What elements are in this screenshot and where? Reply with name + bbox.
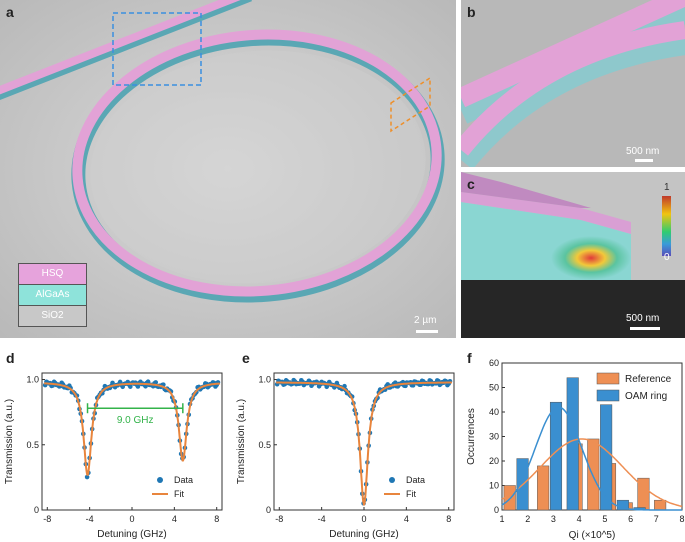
y-tick-label: 20 — [489, 456, 499, 466]
x-tick-label: -8 — [43, 514, 51, 524]
y-axis-label: Transmission (a.u.) — [4, 399, 15, 484]
legend-label: Reference — [625, 374, 672, 385]
histogram-bar — [537, 465, 550, 511]
legend-data-marker — [389, 477, 395, 483]
y-tick-label: 30 — [489, 432, 499, 442]
x-tick-label: 0 — [129, 514, 134, 524]
x-tick-label: 4 — [577, 514, 582, 524]
legend-data-label: Data — [174, 475, 193, 485]
panel-d-letter: d — [6, 350, 15, 366]
x-tick-label: 0 — [361, 514, 366, 524]
fit-line — [43, 382, 221, 476]
x-tick-label: 8 — [214, 514, 219, 524]
scalebar-b-label: 500 nm — [626, 146, 660, 157]
panel-f-letter: f — [467, 350, 472, 366]
y-tick-label: 50 — [489, 383, 499, 393]
legend-data-marker — [157, 477, 163, 483]
material-legend: HSQ AlGaAs SiO2 — [18, 263, 87, 327]
fit-line — [276, 381, 452, 506]
histogram-bar — [566, 377, 579, 511]
x-tick-label: 6 — [628, 514, 633, 524]
panel-c-image — [461, 172, 685, 338]
legend-algaas: AlGaAs — [19, 285, 86, 306]
x-tick-label: 2 — [525, 514, 530, 524]
y-axis-label: Transmission (a.u.) — [236, 399, 247, 484]
zoom-box-b — [112, 12, 202, 86]
gaussian-fit-line — [501, 406, 682, 511]
legend-hsq: HSQ — [19, 264, 86, 285]
scalebar-a — [416, 330, 438, 333]
legend-data-label: Data — [406, 475, 425, 485]
x-tick-label: 8 — [679, 514, 684, 524]
x-tick-label: 1 — [499, 514, 504, 524]
chart-e: -8 -4 0 4 8 0 0.5 1.0 Detuning (GHz) Transmission… — [236, 372, 455, 540]
chart-d: -8 -4 0 4 8 0 0.5 1.0 Detuning (GHz) Transmission… — [4, 372, 223, 540]
y-tick-label: 0.5 — [26, 440, 39, 450]
x-axis-label: Qi (×10^5) — [569, 530, 616, 541]
panel-b-image — [449, 0, 685, 170]
scalebar-c — [630, 327, 660, 330]
panel-a-letter: a — [6, 4, 14, 20]
colorbar — [662, 196, 671, 256]
x-tick-label: 3 — [551, 514, 556, 524]
y-tick-label: 0 — [494, 505, 499, 515]
x-tick-label: 8 — [446, 514, 451, 524]
legend-sio2: SiO2 — [19, 306, 86, 326]
y-tick-label: 1.0 — [26, 375, 39, 385]
x-tick-label: -4 — [318, 514, 326, 524]
zoom-box-c — [390, 76, 431, 133]
colorbar-max-label: 1 — [664, 182, 670, 193]
histogram-bar — [587, 438, 600, 511]
y-tick-label: 1.0 — [258, 375, 271, 385]
legend-fit-label: Fit — [406, 489, 416, 499]
x-tick-label: -8 — [275, 514, 283, 524]
gaussian-fit-line — [501, 438, 683, 508]
chart-f: 1 2 3 4 5 6 7 8 0 10 20 30 40 50 60 Qi (×10^5) Occurrenc… — [466, 358, 685, 541]
y-tick-label: 10 — [489, 481, 499, 491]
colorbar-min-label: 0 — [664, 252, 670, 263]
spacing-label: 9.0 GHz — [117, 415, 154, 426]
panel-c-letter: c — [467, 176, 475, 192]
y-tick-label: 0 — [34, 505, 39, 515]
x-tick-label: 5 — [602, 514, 607, 524]
plot-frame — [273, 372, 455, 511]
panel-b-letter: b — [467, 4, 476, 20]
scalebar-b — [635, 159, 653, 162]
data-point — [153, 380, 159, 385]
x-tick-label: 4 — [404, 514, 409, 524]
scalebar-c-label: 500 nm — [626, 313, 660, 324]
y-tick-label: 0.5 — [258, 440, 271, 450]
panel-e-letter: e — [242, 350, 250, 366]
legend-label: OAM ring — [625, 391, 667, 402]
x-axis-label: Detuning (GHz) — [97, 529, 166, 540]
x-tick-label: 4 — [172, 514, 177, 524]
y-axis-label: Occurrences — [466, 408, 477, 465]
data-point — [135, 384, 141, 389]
scalebar-a-label: 2 µm — [414, 315, 437, 326]
y-tick-label: 60 — [489, 358, 499, 368]
y-tick-label: 0 — [266, 505, 271, 515]
histogram-bar — [600, 404, 613, 511]
legend-fit-label: Fit — [174, 489, 184, 499]
x-tick-label: 7 — [654, 514, 659, 524]
x-axis-label: Detuning (GHz) — [329, 529, 398, 540]
y-tick-label: 40 — [489, 407, 499, 417]
x-tick-label: -4 — [86, 514, 94, 524]
data-point — [84, 474, 90, 480]
legend-swatch — [596, 389, 620, 402]
histogram-bar — [654, 499, 667, 511]
legend-swatch — [596, 372, 620, 385]
